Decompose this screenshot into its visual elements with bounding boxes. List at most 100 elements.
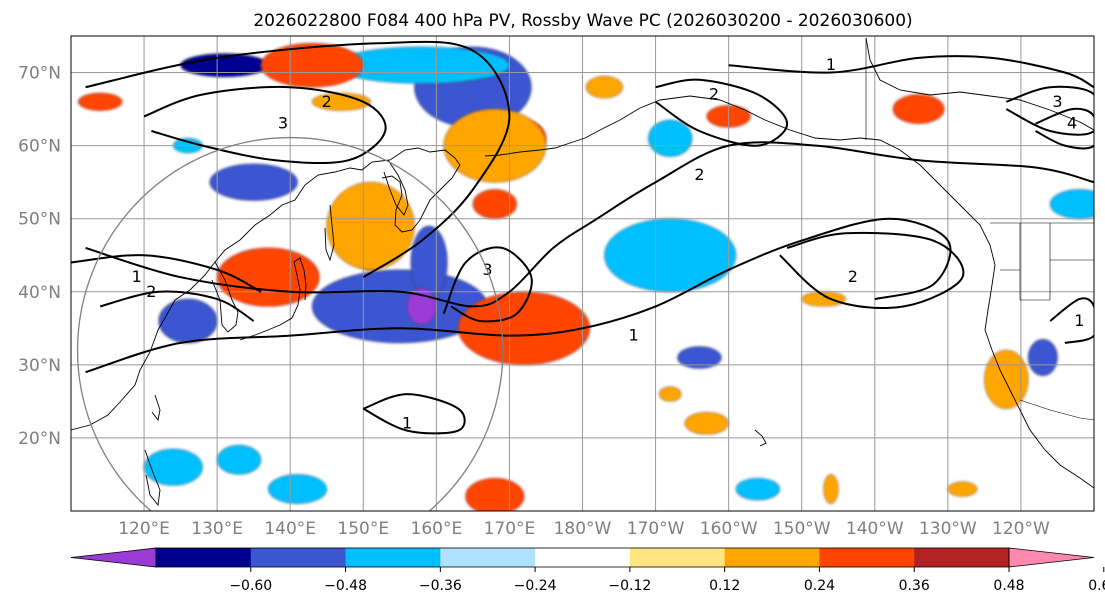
colorbar-tick-label: −0.24 — [514, 578, 557, 594]
border-us-states — [1000, 223, 1094, 301]
lat-tick-label: 30°N — [18, 356, 61, 376]
lon-tick-label: 140°W — [846, 519, 904, 539]
coastline-sakhalin — [324, 204, 335, 262]
colorbar-segment — [535, 548, 631, 567]
colorbar-segments — [70, 547, 1095, 568]
pv-anomaly-blob-6 — [410, 225, 448, 300]
contour-line-5 — [143, 85, 387, 165]
coastline-alaska — [599, 95, 1094, 489]
coastline-aleutians — [484, 129, 601, 157]
contour-line-8 — [655, 78, 789, 147]
pv-anomaly-blob-39 — [267, 474, 328, 504]
contour-line-9 — [1005, 85, 1094, 136]
pv-anomaly-blob-8 — [604, 218, 737, 293]
map-frame — [70, 35, 1095, 512]
pv-anomaly-blob-33 — [684, 412, 729, 435]
lon-tick-label: 150°E — [337, 519, 389, 539]
pv-anomaly-blob-13 — [1049, 189, 1094, 219]
lat-tick-label: 20°N — [18, 429, 61, 449]
colorbar-tick-label: 0.24 — [804, 578, 835, 594]
colorbar-segment — [440, 548, 536, 567]
coastline-hudson — [865, 37, 1094, 131]
pv-anomaly-blob-34 — [658, 386, 682, 402]
colorbar-tick-label: −0.60 — [229, 578, 272, 594]
lon-tick-label: 150°W — [773, 519, 831, 539]
contour-label-12: 2 — [146, 282, 156, 301]
coastline-japan — [239, 257, 307, 341]
pv-anomaly-blob-20 — [326, 181, 415, 271]
lon-tick-label: 140°E — [264, 519, 316, 539]
contour-label-7: 1 — [826, 55, 836, 74]
pv-anomaly-blob-32 — [801, 291, 846, 307]
coastline-asia — [71, 147, 461, 431]
contour-label-1: 2 — [694, 165, 704, 184]
coastline-philippines — [144, 449, 161, 507]
contour-label-5: 3 — [278, 114, 288, 133]
colorbar-extend-high — [1008, 547, 1095, 568]
lon-tick-label: 160°W — [700, 519, 758, 539]
contour-line-2 — [442, 246, 533, 323]
lon-tick-label: 130°W — [919, 519, 977, 539]
contour-label-8: 2 — [709, 84, 719, 103]
pv-anomaly-blob-29 — [78, 92, 123, 111]
colorbar-segment — [724, 548, 820, 567]
chart-title: 2026022800 F084 400 hPa PV, Rossby Wave … — [253, 11, 912, 31]
lat-lon-gridlines — [71, 36, 1094, 511]
colorbar-segment — [250, 548, 347, 567]
pv-anomaly-blob-28 — [585, 75, 623, 99]
colorbar: −0.60 −0.48 −0.36 −0.24 −0.12 0.12 0.24 0.36 0.4… — [70, 547, 1105, 594]
lon-tick-label: 120°W — [992, 519, 1050, 539]
lon-tick-label: 130°E — [191, 519, 243, 539]
pv-anomaly-blob-11 — [1027, 338, 1058, 377]
lat-tick-label: 40°N — [18, 283, 61, 303]
lat-tick-label: 50°N — [18, 210, 61, 230]
contour-label-13: 1 — [1074, 311, 1084, 330]
coastlines — [71, 37, 1094, 507]
lon-tick-label: 160°E — [411, 519, 463, 539]
pv-anomaly-blob-30 — [984, 349, 1029, 409]
lon-tick-label: 170°E — [484, 519, 536, 539]
lat-tick-label: 60°N — [18, 137, 61, 157]
pv-anomaly-blob-3 — [209, 163, 298, 201]
reference-range-circle — [76, 136, 504, 511]
contour-line-3 — [779, 231, 965, 309]
pv-anomaly-blob-16 — [472, 189, 518, 219]
coastline-taiwan — [151, 394, 161, 422]
contour-line-13 — [1049, 297, 1094, 344]
colorbar-tick-label: 0.60 — [1088, 578, 1105, 594]
lat-tick-label: 70°N — [18, 64, 61, 84]
pv-anomaly-blob-12 — [647, 119, 693, 157]
colorbar-segment — [629, 548, 726, 567]
coastline-hawaii — [754, 429, 767, 447]
contour-label-11: 1 — [132, 267, 142, 286]
contour-line-6 — [85, 40, 511, 279]
colorbar-outline — [155, 547, 1010, 568]
pv-anomaly-blob-27 — [892, 94, 945, 124]
contour-label-4: 1 — [402, 413, 412, 432]
pv-anomaly-blob-22 — [216, 247, 320, 307]
colorbar-tick-label: −0.36 — [419, 578, 462, 594]
contour-label-3: 2 — [848, 267, 858, 286]
political-borders — [865, 38, 1094, 421]
colorbar-tick-label: −0.12 — [608, 578, 651, 594]
coastline-korea — [211, 261, 239, 333]
pv-anomaly-blob-9 — [158, 298, 218, 344]
pv-anomaly-blob-42 — [735, 477, 781, 501]
contour-label-10: 4 — [1067, 114, 1077, 133]
colorbar-extend-low — [70, 547, 157, 568]
contour-line-10 — [1035, 107, 1094, 150]
pv-anomaly-blob-38 — [216, 444, 262, 475]
colorbar-tick-label: 0.36 — [899, 578, 930, 594]
contour-label-6: 2 — [322, 92, 332, 111]
colorbar-segment — [819, 548, 915, 567]
pv-anomaly-blob-41 — [823, 474, 839, 504]
contour-line-11 — [71, 254, 262, 293]
lon-tick-label: 180°W — [554, 519, 612, 539]
colorbar-tick-labels: −0.60 −0.48 −0.36 −0.24 −0.12 0.12 0.24 0.36 0.4… — [229, 567, 1105, 594]
contour-label-9: 3 — [1052, 92, 1062, 111]
border-us-mexico — [1019, 399, 1094, 421]
pv-anomaly-blob-35 — [311, 92, 371, 111]
